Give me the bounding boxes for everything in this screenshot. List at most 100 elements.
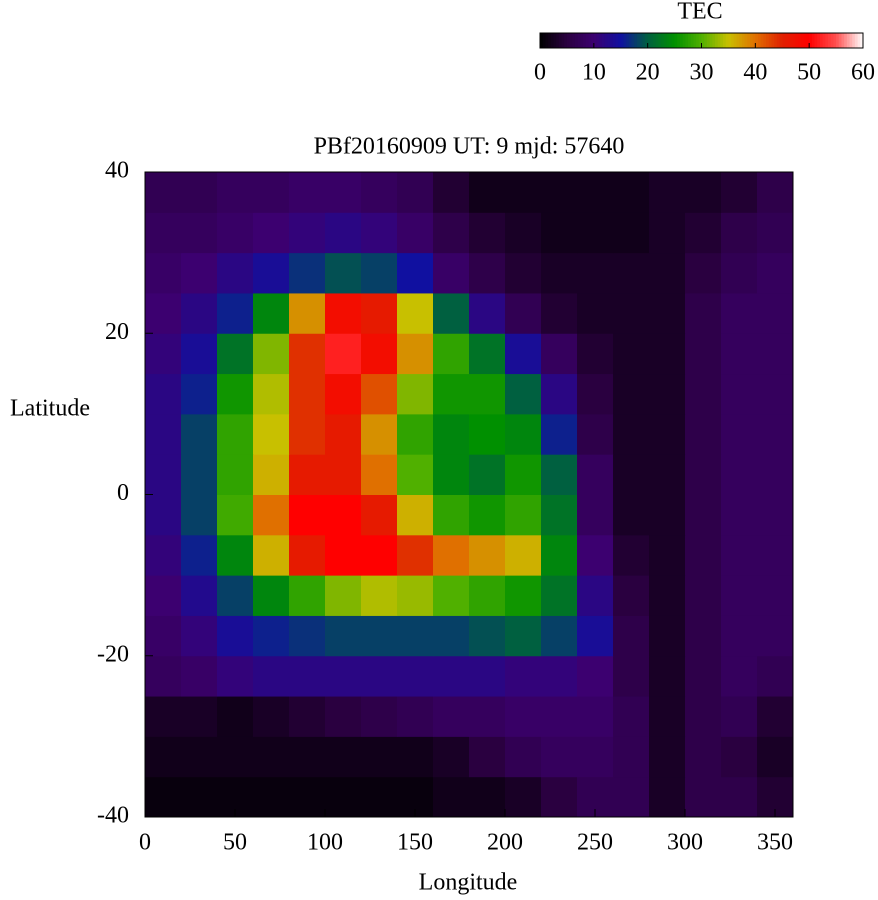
- heat-cell: [325, 736, 362, 778]
- heat-cell: [253, 736, 290, 778]
- heat-cell: [469, 776, 506, 818]
- heat-cell: [253, 212, 290, 254]
- heat-cell: [325, 494, 362, 536]
- colorbar-swatch: [784, 33, 789, 48]
- heat-cell: [217, 212, 254, 254]
- heat-cell: [325, 615, 362, 657]
- heat-cell: [613, 292, 650, 334]
- x-tick-label: 100: [307, 830, 343, 856]
- heat-cell: [577, 615, 614, 657]
- heat-cell: [685, 292, 722, 334]
- heat-cell: [505, 333, 542, 375]
- colorbar-swatch: [844, 33, 848, 48]
- colorbar-swatch: [585, 33, 589, 48]
- heat-cell: [217, 696, 254, 737]
- colorbar-swatch: [811, 33, 816, 48]
- heat-cell: [433, 292, 470, 334]
- heat-cell: [217, 494, 254, 536]
- heat-cell: [289, 373, 326, 415]
- heat-cell: [721, 413, 758, 455]
- heat-cell: [145, 252, 182, 294]
- colorbar-tick-label: 40: [743, 60, 767, 86]
- heat-cell: [145, 292, 182, 334]
- heat-cell: [505, 494, 542, 536]
- heat-cell: [613, 776, 650, 818]
- heat-cell: [361, 736, 398, 778]
- heat-cell: [541, 292, 578, 334]
- heat-cell: [685, 212, 722, 254]
- heat-cell: [613, 736, 650, 778]
- colorbar-swatch: [755, 33, 759, 48]
- heat-cell: [613, 575, 650, 616]
- heat-cell: [289, 494, 326, 536]
- heat-cell: [649, 252, 686, 294]
- colorbar-swatch: [607, 33, 611, 48]
- heat-cell: [289, 696, 326, 737]
- heat-cell: [577, 292, 614, 334]
- heat-cell: [469, 172, 506, 213]
- heat-cell: [361, 413, 398, 455]
- heat-cell: [181, 292, 218, 334]
- heat-cell: [469, 252, 506, 294]
- heat-cell: [541, 252, 578, 294]
- heat-cell: [685, 776, 722, 818]
- heat-cell: [325, 172, 362, 213]
- heat-cell: [361, 212, 398, 254]
- x-tick-label: 50: [223, 830, 247, 856]
- heat-cell: [685, 615, 722, 657]
- colorbar-swatch: [752, 33, 756, 48]
- heat-cell: [433, 252, 470, 294]
- colorbar-swatch: [566, 33, 571, 48]
- heat-cell: [649, 494, 686, 536]
- heat-cell: [721, 454, 758, 495]
- heat-cell: [217, 252, 254, 294]
- heat-cell: [505, 534, 542, 576]
- colorbar-swatch: [564, 33, 568, 48]
- colorbar-swatch: [720, 33, 724, 48]
- heat-cell: [757, 413, 794, 455]
- colorbar-swatch: [591, 33, 595, 48]
- heat-cell: [361, 575, 398, 616]
- heat-cell: [469, 212, 506, 254]
- y-tick-label: 40: [105, 158, 129, 184]
- colorbar-swatch: [833, 33, 837, 48]
- colorbar-swatch: [836, 33, 840, 48]
- x-tick-label: 150: [397, 830, 433, 856]
- heat-cell: [145, 534, 182, 576]
- heat-cell: [469, 292, 506, 334]
- colorbar-swatch: [623, 33, 627, 48]
- heat-cell: [757, 212, 794, 254]
- heat-cell: [181, 413, 218, 455]
- heat-cell: [757, 575, 794, 616]
- heat-cell: [253, 655, 290, 697]
- heat-cell: [397, 252, 434, 294]
- colorbar-swatch: [626, 33, 630, 48]
- colorbar-swatch: [596, 33, 600, 48]
- colorbar-swatch: [553, 33, 557, 48]
- heat-cell: [757, 454, 794, 495]
- x-axis-label: Longitude: [419, 870, 518, 896]
- heat-cell: [253, 172, 290, 213]
- heat-cell: [613, 494, 650, 536]
- heat-cell: [289, 776, 326, 818]
- heat-cell: [685, 333, 722, 375]
- heat-cell: [433, 534, 470, 576]
- colorbar-swatch: [725, 33, 729, 48]
- colorbar-swatch: [618, 33, 622, 48]
- colorbar-swatch: [661, 33, 665, 48]
- heat-cell: [649, 212, 686, 254]
- heat-cell: [361, 252, 398, 294]
- heat-cell: [181, 252, 218, 294]
- heat-cell: [397, 696, 434, 737]
- heat-cell: [685, 413, 722, 455]
- heat-cell: [217, 655, 254, 697]
- colorbar-swatch: [650, 33, 654, 48]
- colorbar-swatch: [701, 33, 705, 48]
- colorbar-swatch: [682, 33, 686, 48]
- heat-cell: [505, 252, 542, 294]
- colorbar-swatch: [658, 33, 662, 48]
- heat-cell: [649, 696, 686, 737]
- heat-cell: [541, 736, 578, 778]
- heat-cell: [217, 413, 254, 455]
- heat-cell: [217, 172, 254, 213]
